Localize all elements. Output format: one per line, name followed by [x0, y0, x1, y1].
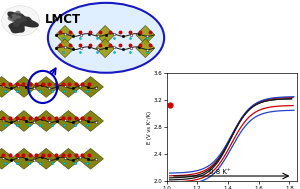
Polygon shape [56, 148, 81, 169]
Polygon shape [136, 26, 155, 44]
Polygon shape [7, 12, 39, 33]
Polygon shape [78, 148, 104, 169]
Polygon shape [33, 111, 59, 131]
Polygon shape [33, 148, 59, 169]
Polygon shape [96, 39, 115, 58]
Polygon shape [0, 111, 14, 131]
Text: LMCT: LMCT [44, 13, 81, 26]
Polygon shape [12, 14, 21, 20]
Polygon shape [8, 11, 27, 27]
Ellipse shape [48, 3, 164, 73]
Polygon shape [78, 111, 104, 131]
Polygon shape [11, 77, 37, 97]
Polygon shape [56, 39, 74, 58]
Polygon shape [0, 77, 14, 97]
Polygon shape [56, 26, 74, 44]
Polygon shape [136, 39, 155, 58]
Polygon shape [96, 26, 115, 44]
Polygon shape [11, 148, 37, 169]
Text: 0.8 K⁺: 0.8 K⁺ [209, 169, 231, 175]
Polygon shape [56, 111, 81, 131]
Y-axis label: E (V vs K⁺/K): E (V vs K⁺/K) [147, 111, 152, 144]
Polygon shape [0, 148, 14, 169]
Ellipse shape [2, 6, 39, 36]
Polygon shape [33, 77, 59, 97]
Polygon shape [56, 77, 81, 97]
Polygon shape [78, 77, 104, 97]
Polygon shape [11, 111, 37, 131]
